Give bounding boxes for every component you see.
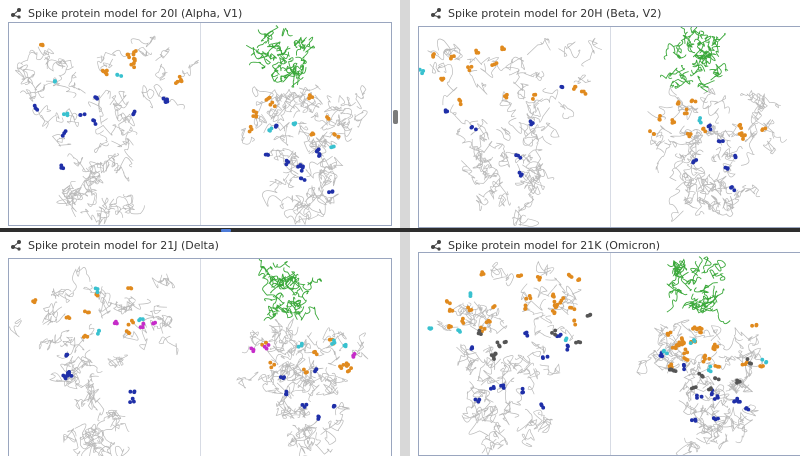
viewer-alpha[interactable] [8, 22, 392, 226]
viewer-omicron[interactable] [418, 252, 800, 456]
mutation-markers [31, 286, 158, 404]
molecule-icon [11, 8, 21, 19]
structure-view-alpha-bound[interactable] [200, 23, 391, 225]
panel-omicron-title: Spike protein model for 21K (Omicron) [448, 238, 660, 252]
molecule-icon [11, 240, 21, 251]
mutation-markers [247, 93, 341, 195]
ace2-receptor [245, 25, 315, 88]
structure-view-omicron-bound[interactable] [610, 253, 800, 455]
mutation-markers [427, 270, 593, 410]
panel-omicron: Spike protein model for 21K (Omicron) [410, 232, 800, 456]
panel-alpha: Spike protein model for 20I (Alpha, V1) [0, 0, 400, 228]
structure-view-alpha-side[interactable] [9, 23, 201, 225]
mutation-markers [249, 337, 357, 421]
ace2-receptor [660, 27, 729, 93]
panel-beta: Spike protein model for 20H (Beta, V2) [410, 0, 800, 228]
protein-backbone [241, 84, 368, 225]
molecule-icon [431, 8, 441, 19]
layout-splitter[interactable] [0, 228, 800, 232]
panel-delta-header: Spike protein model for 21J (Delta) [10, 236, 219, 254]
mutation-markers [419, 45, 588, 178]
mutation-markers [32, 42, 184, 171]
mutation-markers [648, 98, 768, 193]
structure-view-delta-bound[interactable] [200, 259, 391, 456]
structure-view-beta-side[interactable] [419, 27, 611, 227]
panel-alpha-header: Spike protein model for 20I (Alpha, V1) [10, 4, 242, 22]
protein-backbone [15, 35, 199, 225]
vertical-scrollbar-thumb[interactable] [393, 110, 398, 124]
protein-backbone [636, 319, 764, 455]
viewer-delta[interactable] [8, 258, 392, 456]
panel-omicron-header: Spike protein model for 21K (Omicron) [430, 236, 660, 254]
viewer-beta[interactable] [418, 26, 800, 228]
ace2-receptor [258, 259, 323, 321]
drag-handle[interactable] [221, 229, 231, 232]
ace2-receptor [666, 256, 731, 325]
structure-view-beta-bound[interactable] [610, 27, 800, 227]
protein-backbone [436, 260, 582, 455]
protein-backbone [9, 265, 179, 456]
mutation-markers [658, 322, 769, 423]
panel-delta: Spike protein model for 21J (Delta) [0, 232, 400, 456]
protein-backbone [427, 37, 603, 227]
protein-backbone [647, 85, 788, 222]
structure-view-delta-side[interactable] [9, 259, 201, 456]
panel-beta-header: Spike protein model for 20H (Beta, V2) [430, 4, 661, 22]
panel-alpha-title: Spike protein model for 20I (Alpha, V1) [28, 6, 243, 20]
protein-backbone [236, 317, 369, 456]
panel-delta-title: Spike protein model for 21J (Delta) [28, 238, 219, 252]
molecule-icon [431, 240, 441, 251]
structure-view-omicron-side[interactable] [419, 253, 611, 455]
panel-beta-title: Spike protein model for 20H (Beta, V2) [448, 6, 662, 20]
